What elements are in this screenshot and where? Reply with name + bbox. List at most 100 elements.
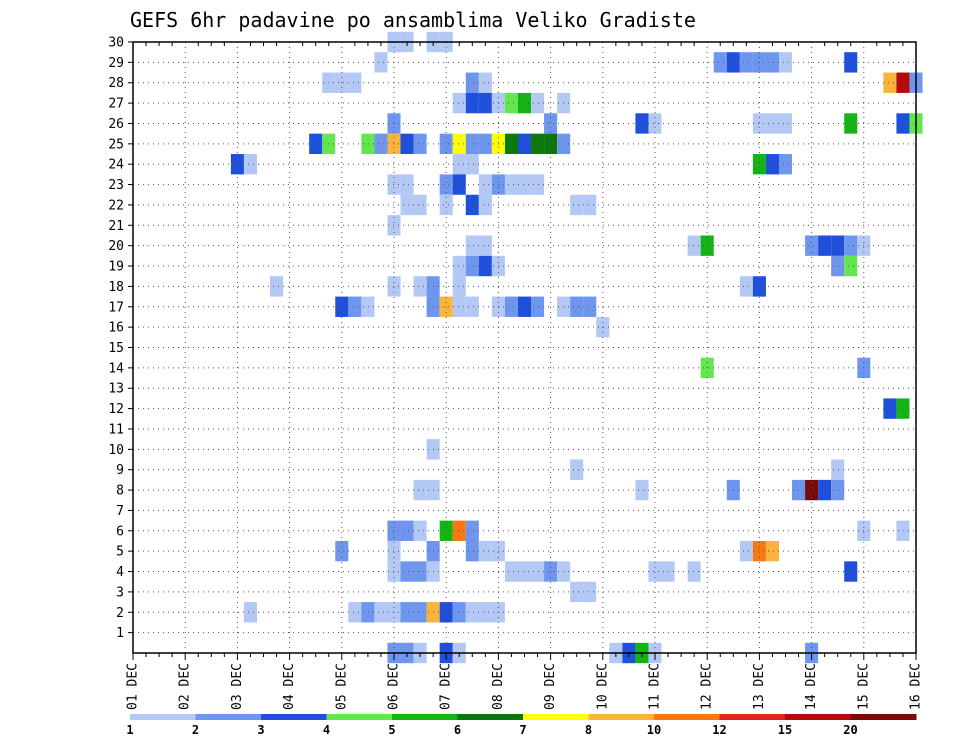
data-cell xyxy=(465,194,479,216)
y-tick-label: 19 xyxy=(108,260,124,275)
legend-swatch xyxy=(130,714,196,720)
data-cell xyxy=(465,296,479,317)
data-cell xyxy=(844,235,858,256)
data-cell xyxy=(361,602,375,623)
y-tick-label: 4 xyxy=(116,565,124,580)
data-cell xyxy=(831,459,845,480)
legend-label: 20 xyxy=(843,723,857,737)
y-tick-label: 26 xyxy=(108,117,124,132)
data-cell xyxy=(478,255,492,277)
data-cell xyxy=(361,133,375,155)
data-cell xyxy=(739,540,753,562)
data-cell xyxy=(452,255,466,277)
data-cell xyxy=(374,133,388,155)
data-cell xyxy=(531,92,545,114)
y-tick-label: 28 xyxy=(108,76,124,91)
data-cell xyxy=(387,133,401,155)
data-cell xyxy=(243,154,257,175)
legend-label: 2 xyxy=(192,723,199,737)
data-cell xyxy=(896,72,910,93)
data-cell xyxy=(570,581,584,603)
x-tick-label: 10 DEC xyxy=(595,663,610,710)
y-tick-label: 29 xyxy=(108,56,124,71)
y-tick-label: 5 xyxy=(116,545,124,560)
x-tick-label: 04 DEC xyxy=(282,663,297,710)
data-cell xyxy=(648,113,662,134)
data-cell xyxy=(778,154,793,175)
data-cell xyxy=(465,154,479,175)
y-tick-label: 22 xyxy=(108,198,124,213)
data-cell xyxy=(439,194,453,216)
data-cell xyxy=(478,194,492,216)
data-cell xyxy=(517,174,532,195)
data-cell xyxy=(896,398,910,419)
data-cell xyxy=(230,154,244,175)
data-cell xyxy=(818,235,832,256)
legend-label: 8 xyxy=(585,723,592,737)
data-cell xyxy=(635,479,649,501)
data-cell xyxy=(413,520,427,541)
data-cell xyxy=(531,174,545,195)
data-cell xyxy=(335,540,349,562)
y-tick-label: 27 xyxy=(108,97,124,112)
data-cell xyxy=(739,52,753,73)
y-tick-label: 11 xyxy=(108,422,124,437)
data-cell xyxy=(805,235,819,256)
data-cell xyxy=(374,52,388,73)
data-cell xyxy=(687,561,701,582)
y-tick-label: 18 xyxy=(108,280,124,295)
data-cell xyxy=(439,520,453,541)
data-cell xyxy=(531,561,545,582)
data-cell xyxy=(883,398,897,419)
legend-swatch xyxy=(850,714,917,720)
data-cell xyxy=(478,72,492,93)
legend-label: 4 xyxy=(323,723,330,737)
legend-label: 5 xyxy=(388,723,395,737)
data-cell xyxy=(387,113,401,134)
y-tick-label: 23 xyxy=(108,178,124,193)
x-tick-label: 16 DEC xyxy=(909,663,924,710)
data-cell xyxy=(452,92,466,114)
x-tick-label: 09 DEC xyxy=(543,663,558,710)
x-tick-label: 03 DEC xyxy=(230,663,245,710)
data-cell xyxy=(504,174,518,195)
data-cell xyxy=(831,235,845,256)
data-cell xyxy=(387,215,401,236)
data-cell xyxy=(517,296,532,317)
y-tick-label: 21 xyxy=(108,219,124,234)
data-cell xyxy=(478,540,492,562)
y-tick-label: 2 xyxy=(116,606,124,621)
data-cell xyxy=(439,174,453,195)
y-tick-label: 15 xyxy=(108,341,124,356)
data-cell xyxy=(478,602,492,623)
data-cell xyxy=(465,520,479,541)
data-cell xyxy=(400,602,414,623)
y-tick-label: 1 xyxy=(116,626,124,641)
data-cell xyxy=(504,133,518,155)
data-cell xyxy=(413,602,427,623)
data-cell xyxy=(452,133,466,155)
data-cell xyxy=(387,520,401,541)
data-cell xyxy=(831,255,845,277)
data-cell xyxy=(465,72,479,93)
data-cell xyxy=(387,276,401,297)
data-cell xyxy=(517,561,532,582)
axes-layer: 1234567891011121314151617181920212223242… xyxy=(108,36,923,710)
legend-swatch xyxy=(785,714,851,720)
legend-swatch xyxy=(195,714,262,720)
data-cell xyxy=(439,296,453,317)
x-tick-label: 08 DEC xyxy=(491,663,506,710)
data-cell xyxy=(413,276,427,297)
y-tick-label: 14 xyxy=(108,361,124,376)
data-cell xyxy=(844,561,858,582)
data-cell xyxy=(452,154,466,175)
data-cell xyxy=(713,52,727,73)
data-cell xyxy=(570,296,584,317)
data-cell xyxy=(544,561,558,582)
data-cell xyxy=(504,92,518,114)
data-cell xyxy=(778,113,793,134)
data-cell xyxy=(465,235,479,256)
legend-swatch xyxy=(523,714,589,720)
legend-label: 7 xyxy=(519,723,526,737)
chart-title: GEFS 6hr padavine po ansamblima Veliko G… xyxy=(130,8,696,32)
